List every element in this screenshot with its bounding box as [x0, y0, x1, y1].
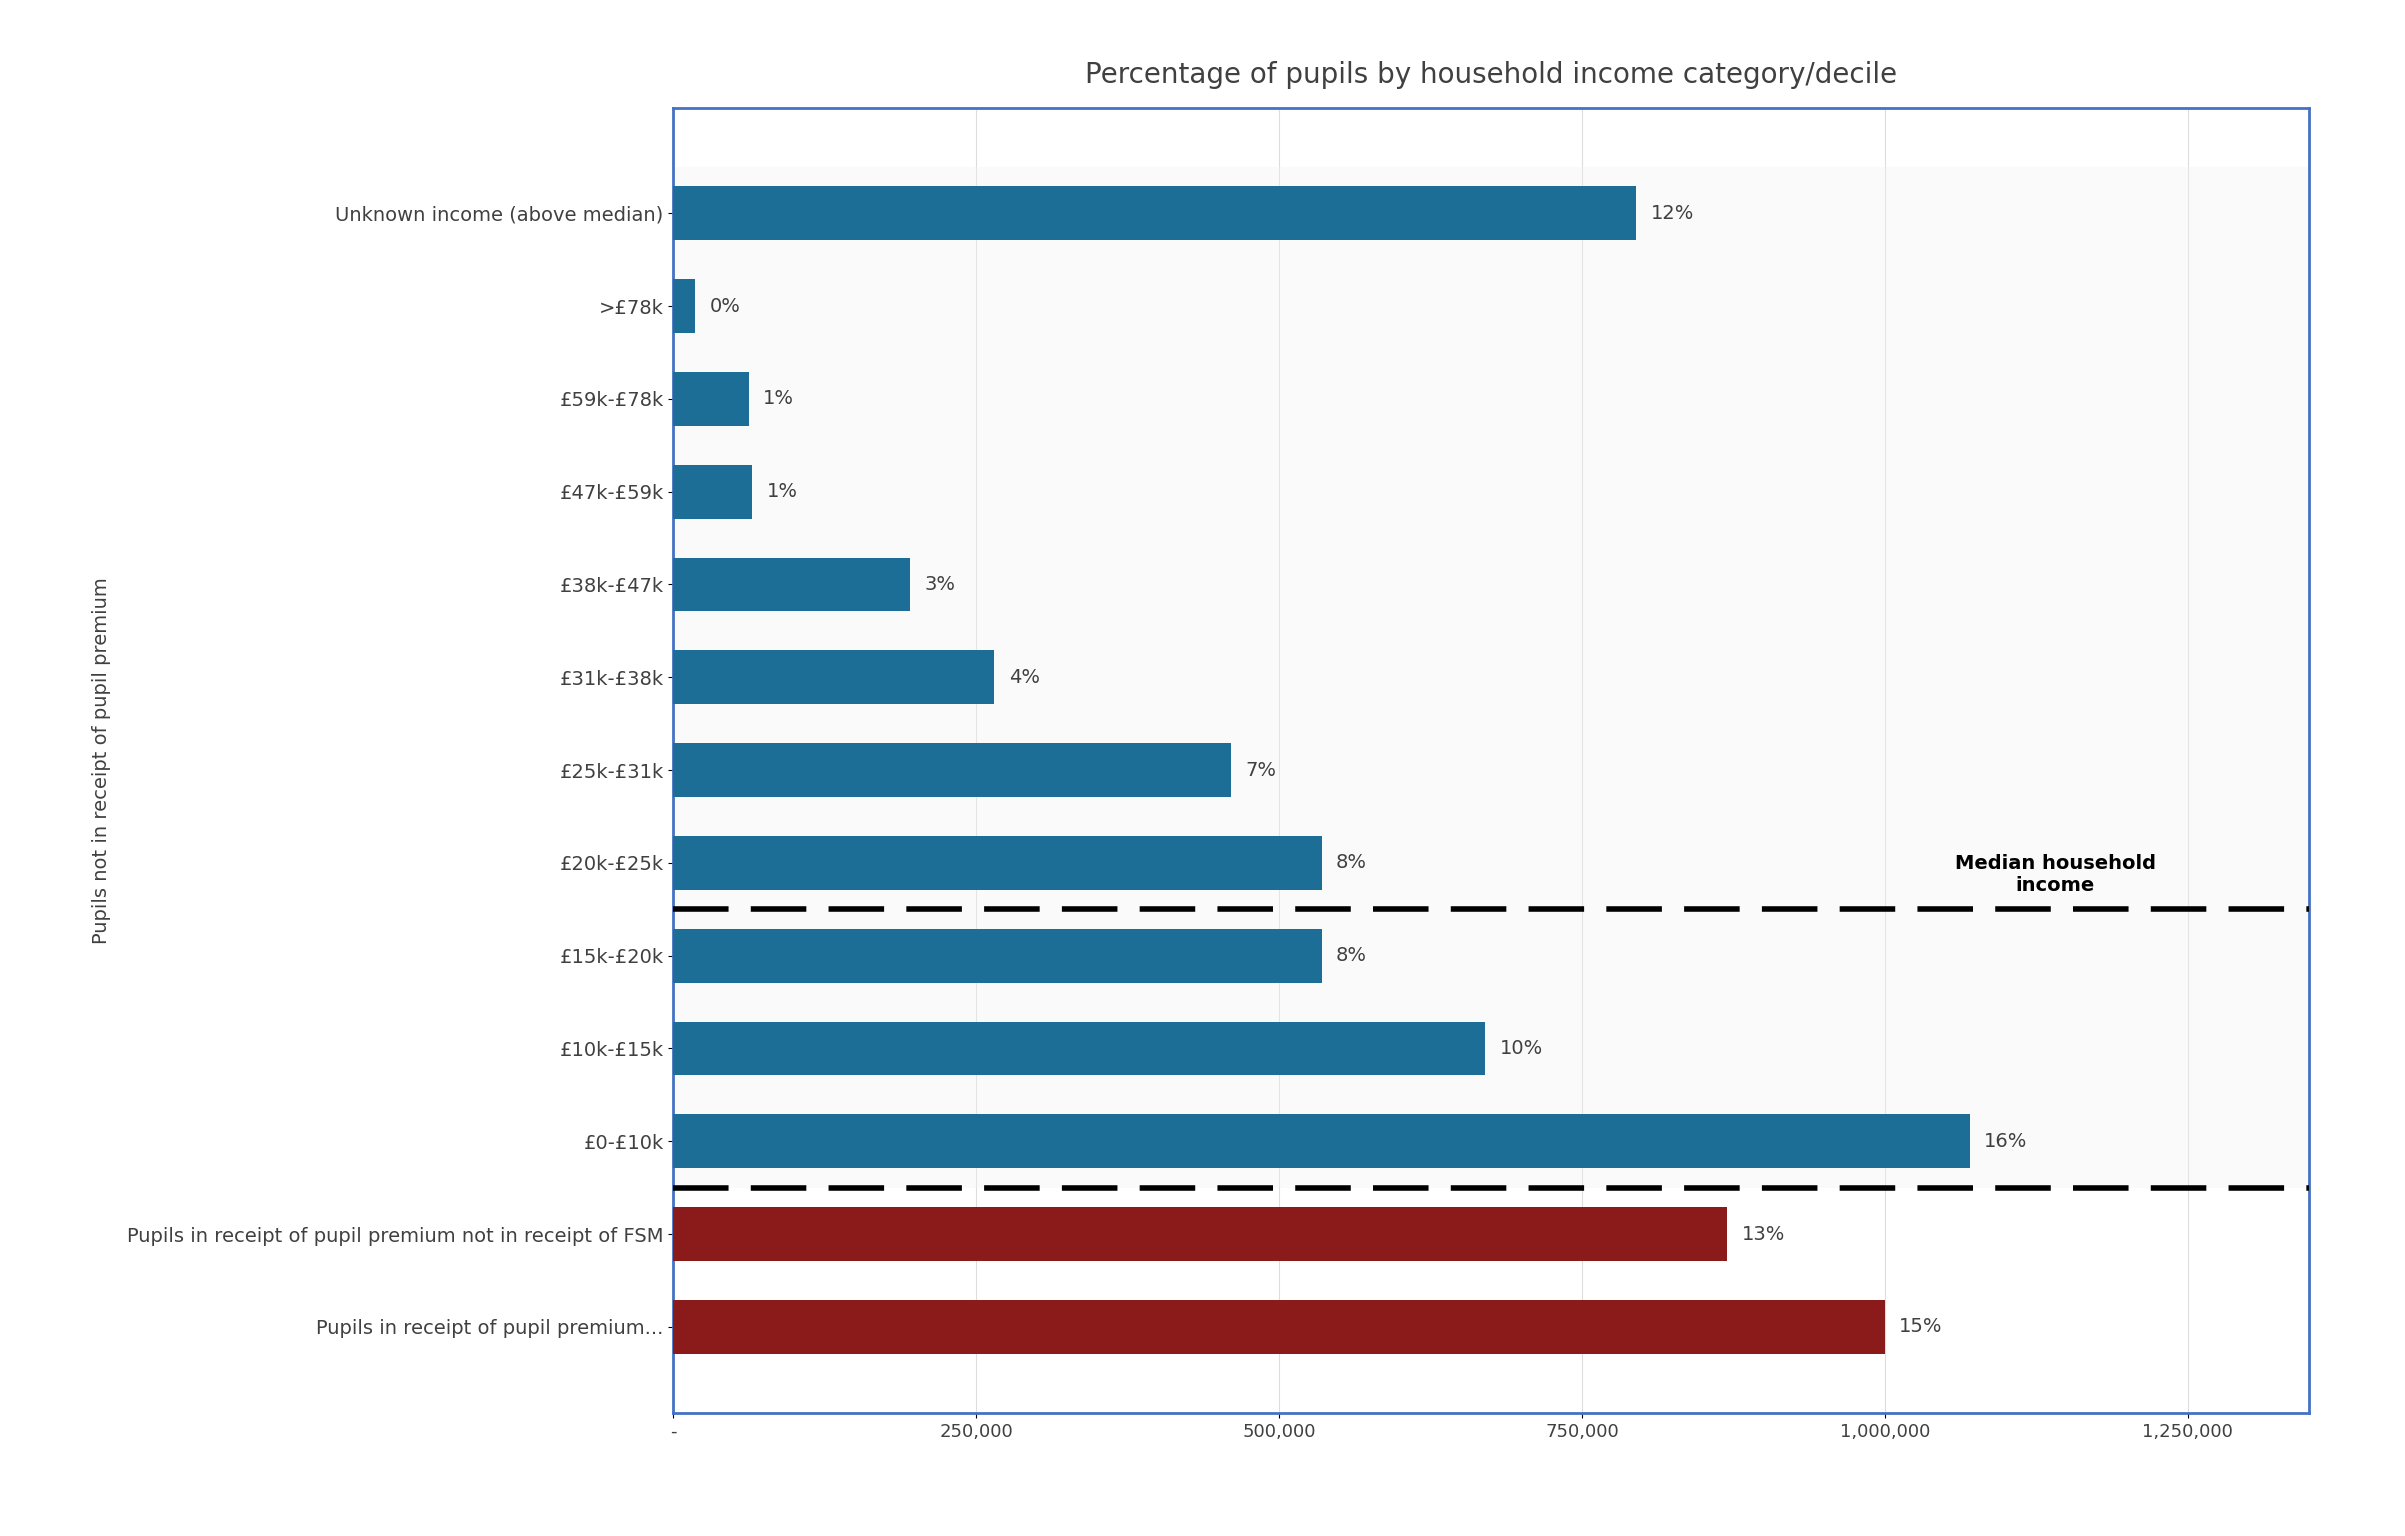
Bar [673, 743, 1231, 797]
Text: 1%: 1% [762, 389, 794, 409]
Title: Percentage of pupils by household income category/decile: Percentage of pupils by household income… [1085, 60, 1898, 89]
Bar [673, 929, 1320, 983]
Bar [673, 650, 993, 703]
Text: 7%: 7% [1246, 760, 1277, 780]
Bar [673, 558, 909, 611]
Bar [673, 1207, 1727, 1261]
Bar [673, 465, 753, 519]
Text: 8%: 8% [1337, 946, 1366, 965]
Y-axis label: Pupils not in receipt of pupil premium: Pupils not in receipt of pupil premium [91, 578, 111, 943]
Bar [673, 186, 1635, 240]
Text: 0%: 0% [709, 296, 741, 315]
Text: 1%: 1% [767, 482, 798, 501]
Bar [673, 167, 2309, 1187]
Bar [673, 836, 1320, 889]
Text: Median household
income: Median household income [1955, 854, 2155, 895]
Bar [673, 372, 748, 425]
Text: 15%: 15% [1900, 1318, 1943, 1336]
Text: 8%: 8% [1337, 854, 1366, 872]
Bar [0, 167, 673, 1187]
Text: 4%: 4% [1010, 668, 1039, 687]
Bar [673, 1021, 1484, 1075]
Bar [673, 1299, 1886, 1353]
Text: 13%: 13% [1741, 1224, 1785, 1244]
Text: 16%: 16% [1984, 1132, 2027, 1150]
Text: 3%: 3% [924, 574, 955, 594]
Text: 10%: 10% [1501, 1038, 1544, 1058]
Bar [673, 1114, 1970, 1169]
Bar [673, 280, 695, 333]
Text: 12%: 12% [1650, 204, 1696, 223]
